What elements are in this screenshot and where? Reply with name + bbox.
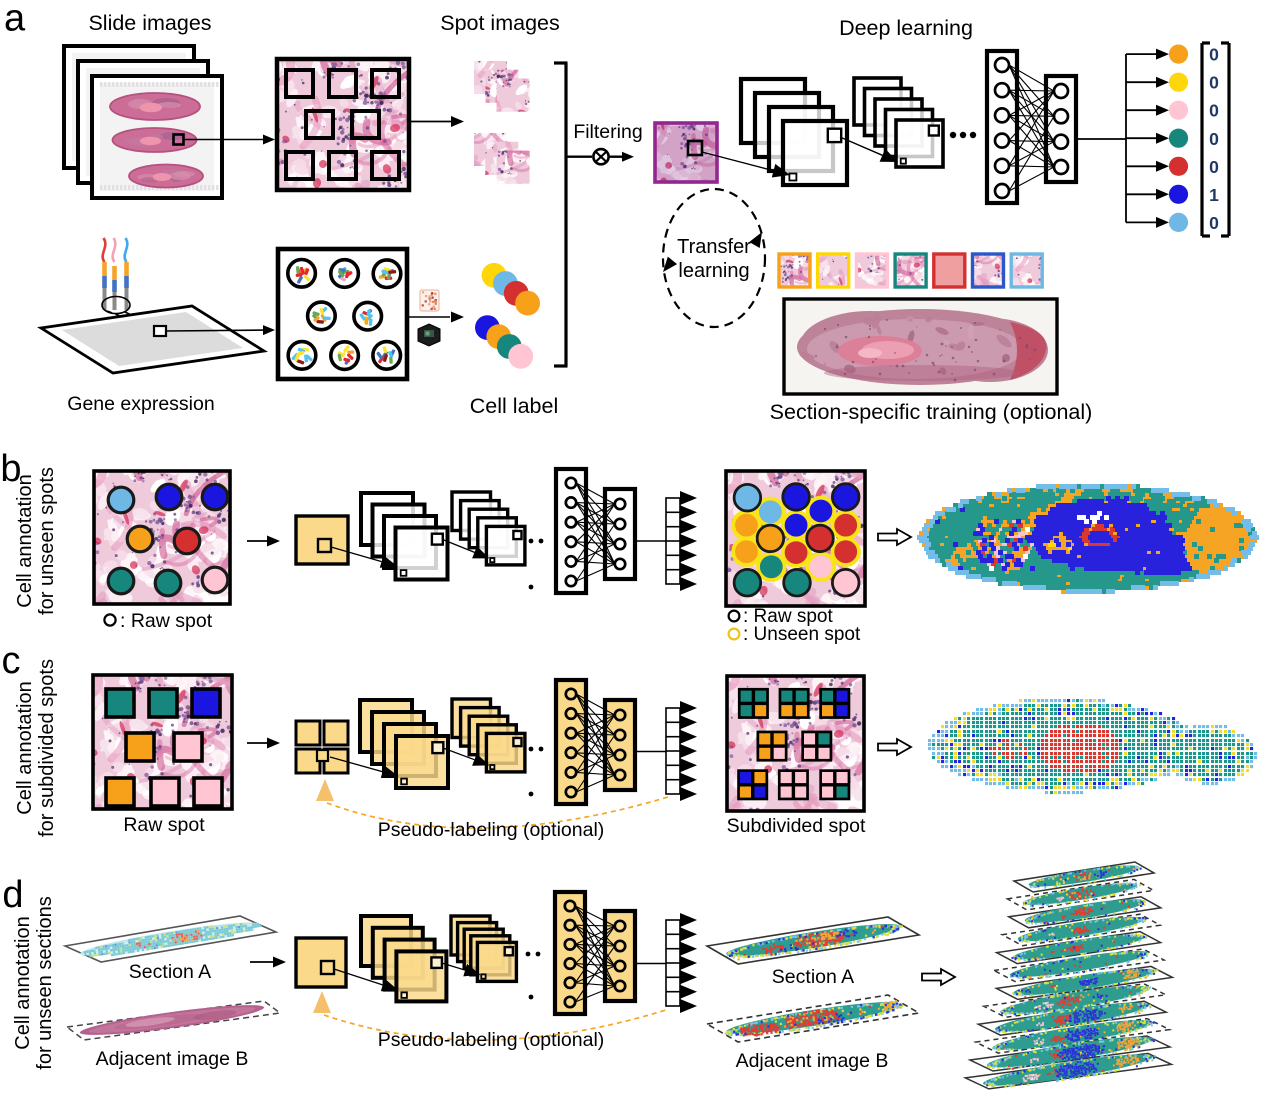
svg-text:Cell annotation: Cell annotation (12, 916, 34, 1049)
svg-text:0: 0 (1209, 73, 1219, 93)
svg-text:Raw spot: Raw spot (123, 814, 205, 836)
svg-text:learning: learning (678, 260, 749, 282)
svg-text:: Unseen spot: : Unseen spot (743, 624, 861, 645)
svg-text:Section A: Section A (772, 966, 854, 988)
svg-text:0: 0 (1209, 213, 1219, 233)
svg-text:0: 0 (1209, 129, 1219, 149)
svg-text:: Raw spot: : Raw spot (120, 610, 213, 632)
svg-text:for subdivided spots: for subdivided spots (36, 659, 58, 837)
svg-text:Adjacent image B: Adjacent image B (736, 1050, 889, 1072)
svg-text:: Raw spot: : Raw spot (743, 606, 833, 627)
svg-text:1: 1 (1209, 185, 1219, 205)
svg-text:0: 0 (1209, 157, 1219, 177)
svg-text:Adjacent image B: Adjacent image B (96, 1048, 249, 1070)
svg-text:for unseen sections: for unseen sections (34, 896, 56, 1069)
svg-text:a: a (4, 0, 26, 40)
svg-text:c: c (2, 640, 21, 682)
svg-text:Section A: Section A (129, 961, 211, 983)
svg-text:0: 0 (1209, 101, 1219, 121)
svg-text:Deep learning: Deep learning (839, 16, 973, 40)
svg-text:Filtering: Filtering (573, 121, 642, 143)
svg-text:Cell annotation: Cell annotation (14, 681, 36, 814)
svg-text:Slide images: Slide images (88, 11, 211, 35)
svg-text:Cell label: Cell label (470, 394, 558, 418)
svg-text:for unseen spots: for unseen spots (36, 467, 58, 615)
svg-text:d: d (2, 874, 23, 916)
svg-text:Pseudo-labeling (optional): Pseudo-labeling (optional) (378, 819, 605, 841)
svg-text:Pseudo-labeling (optional): Pseudo-labeling (optional) (378, 1029, 605, 1051)
svg-text:Section-specific training (opt: Section-specific training (optional) (770, 400, 1093, 424)
svg-text:Cell annotation: Cell annotation (14, 474, 36, 607)
svg-text:Subdivided spot: Subdivided spot (727, 815, 866, 837)
svg-text:0: 0 (1209, 45, 1219, 65)
svg-text:b: b (0, 448, 21, 490)
svg-text:Gene expression: Gene expression (67, 393, 214, 415)
svg-text:Transfer: Transfer (677, 236, 751, 258)
svg-text:Spot images: Spot images (440, 11, 560, 35)
